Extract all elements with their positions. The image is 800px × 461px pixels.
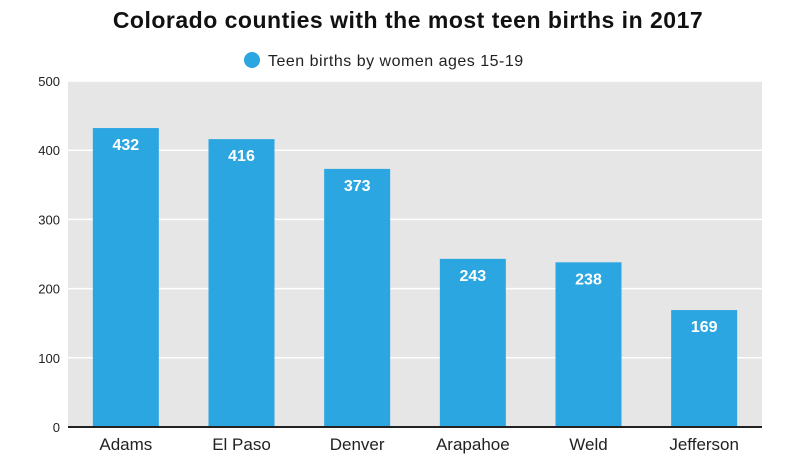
y-tick-label: 400 (38, 143, 60, 158)
y-tick-label: 100 (38, 351, 60, 366)
bar-jefferson (671, 310, 738, 427)
bar-el-paso (208, 139, 275, 428)
y-tick-label: 0 (53, 420, 60, 435)
data-label: 238 (575, 271, 602, 288)
data-label: 416 (228, 148, 255, 165)
legend: Teen births by women ages 15-19 (244, 52, 524, 70)
bar-arapahoe (439, 258, 506, 427)
y-tick-label: 300 (38, 212, 60, 227)
x-tick-label: El Paso (212, 435, 271, 454)
x-tick-label: Adams (99, 435, 152, 454)
bar-weld (555, 262, 622, 427)
x-tick-label: Arapahoe (436, 435, 510, 454)
data-label: 373 (344, 178, 371, 195)
bar-adams (92, 128, 159, 427)
x-tick-label: Denver (330, 435, 385, 454)
y-tick-label: 200 (38, 282, 60, 297)
x-tick-label: Weld (569, 435, 607, 454)
data-label: 432 (112, 137, 139, 154)
y-tick-label: 500 (38, 74, 60, 89)
chart-title: Colorado counties with the most teen bir… (113, 7, 703, 33)
x-tick-label: Jefferson (669, 435, 739, 454)
plot-area (68, 81, 762, 427)
data-label: 169 (691, 319, 718, 336)
legend-swatch (244, 52, 260, 68)
legend-label: Teen births by women ages 15-19 (268, 53, 524, 70)
bar-denver (324, 168, 391, 427)
data-label: 243 (459, 268, 486, 285)
